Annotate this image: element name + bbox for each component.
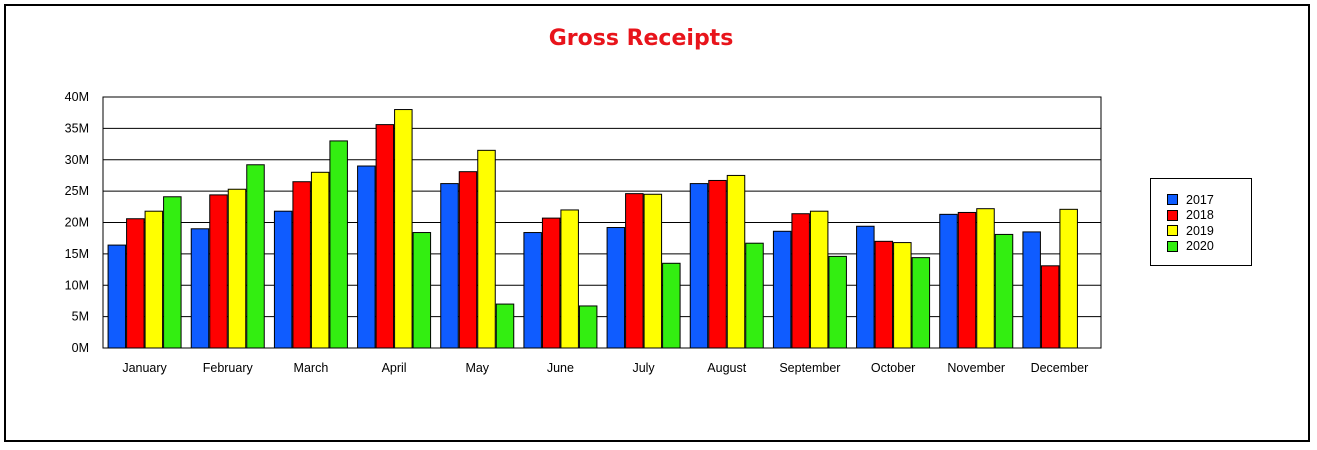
- bar-2017-july: [606, 227, 626, 349]
- bar-2018-april: [375, 124, 395, 349]
- bar-2017-may: [440, 183, 459, 349]
- bar-2017-december: [1022, 231, 1041, 349]
- legend-item: 2017: [1167, 192, 1251, 208]
- bar-2018-january: [126, 218, 145, 349]
- bar-2020-june: [578, 305, 598, 349]
- bar-2017-january: [107, 244, 127, 349]
- legend-item: 2019: [1167, 223, 1251, 239]
- legend-item: 2018: [1167, 208, 1251, 224]
- plot-area: [102, 96, 1102, 349]
- bar-2019-july: [643, 193, 663, 349]
- x-tick-label: March: [294, 361, 329, 375]
- x-tick-label: September: [779, 361, 840, 375]
- bar-2019-august: [726, 174, 746, 349]
- legend-swatch: [1167, 240, 1178, 252]
- bar-2020-november: [994, 233, 1014, 349]
- x-tick-label: April: [382, 361, 407, 375]
- bar-2019-december: [1059, 208, 1078, 349]
- legend-label: 2020: [1186, 239, 1214, 254]
- bar-2017-november: [939, 213, 958, 349]
- bar-2017-april: [357, 165, 376, 349]
- chart-title: Gross Receipts: [548, 26, 734, 51]
- bar-2020-january: [163, 196, 182, 349]
- bar-2018-may: [458, 171, 478, 349]
- x-tick-label: June: [547, 361, 574, 375]
- bar-2020-september: [828, 255, 847, 349]
- x-tick-label: December: [1031, 361, 1089, 375]
- x-tick-label: May: [465, 361, 489, 375]
- y-tick-label: 25M: [65, 184, 89, 198]
- bar-2017-february: [190, 228, 210, 349]
- bar-2020-august: [745, 242, 764, 349]
- bar-2018-march: [292, 181, 311, 349]
- bar-2018-february: [209, 194, 228, 349]
- bar-2019-january: [144, 210, 164, 349]
- bar-2020-march: [329, 140, 348, 349]
- bar-2018-august: [708, 179, 727, 349]
- legend-swatch: [1167, 194, 1178, 206]
- bar-2018-september: [791, 213, 810, 349]
- y-tick-label: 5M: [72, 310, 89, 324]
- y-tick-label: 30M: [65, 153, 89, 167]
- bar-2020-october: [911, 257, 931, 349]
- bar-2019-february: [227, 188, 247, 349]
- legend-label: 2018: [1186, 208, 1214, 223]
- bar-2019-november: [976, 208, 995, 349]
- bar-2017-august: [689, 183, 709, 349]
- bar-2018-december: [1040, 265, 1060, 349]
- y-tick-label: 20M: [65, 216, 89, 230]
- legend-label: 2019: [1186, 223, 1214, 238]
- bar-2018-october: [874, 240, 894, 349]
- bar-2019-march: [310, 171, 330, 349]
- legend-label: 2017: [1186, 192, 1214, 207]
- bar-2019-october: [893, 242, 912, 349]
- x-tick-label: February: [203, 361, 254, 375]
- y-tick-label: 10M: [65, 278, 89, 292]
- x-tick-label: January: [122, 361, 167, 375]
- x-tick-label: July: [632, 361, 655, 375]
- y-tick-label: 40M: [65, 90, 89, 104]
- bar-2020-april: [412, 232, 432, 349]
- bar-2020-february: [246, 164, 265, 349]
- y-tick-label: 0M: [72, 341, 89, 355]
- legend-swatch: [1167, 225, 1178, 237]
- x-tick-label: August: [707, 361, 746, 375]
- x-tick-label: November: [947, 361, 1005, 375]
- bar-2019-may: [477, 149, 496, 349]
- bar-2017-october: [856, 225, 875, 349]
- bar-2019-september: [809, 210, 829, 349]
- y-tick-label: 15M: [65, 247, 89, 261]
- y-tick-label: 35M: [65, 121, 89, 135]
- chart-legend: 2017 2018 2019 2020: [1150, 178, 1252, 266]
- bar-2017-june: [523, 232, 542, 349]
- legend-swatch: [1167, 209, 1178, 221]
- bar-2017-march: [273, 210, 293, 349]
- bar-2019-april: [394, 109, 413, 349]
- legend-item: 2020: [1167, 239, 1251, 255]
- bar-2020-may: [495, 303, 515, 349]
- bar-2018-july: [625, 193, 644, 349]
- bar-2020-july: [662, 262, 681, 349]
- bar-2017-september: [772, 230, 792, 349]
- x-tick-label: October: [871, 361, 915, 375]
- bar-2018-november: [957, 211, 977, 349]
- bar-2019-june: [560, 209, 579, 349]
- bar-2018-june: [541, 217, 561, 349]
